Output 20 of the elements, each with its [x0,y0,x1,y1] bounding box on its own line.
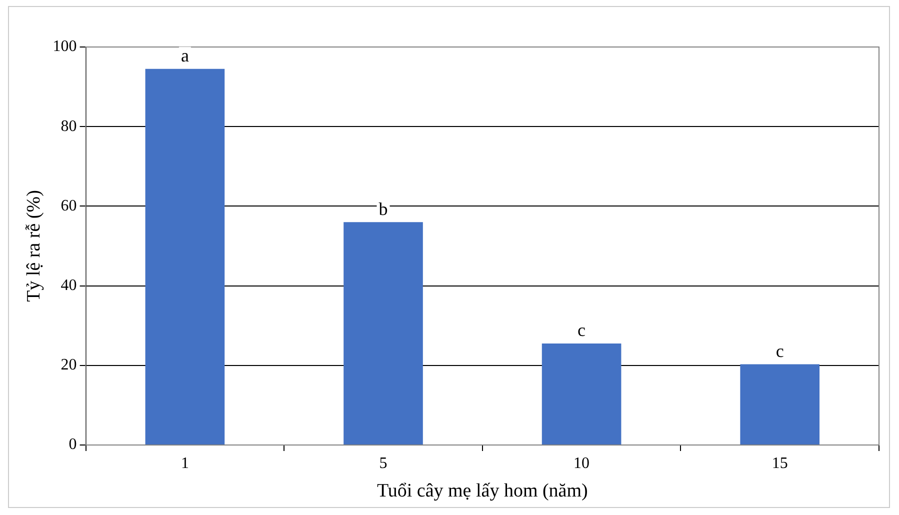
annotation: a [180,46,189,66]
x-tick-label: 5 [379,454,388,472]
y-axis-title: Tỷ lệ ra rễ (%) [23,190,44,302]
x-tick-label: 1 [180,454,189,472]
annotation: b [378,198,388,219]
y-tick-label: 80 [60,118,77,135]
annotation: c [776,340,784,361]
y-tick-label: 20 [60,356,77,374]
bar [740,364,820,444]
y-tick-label: 100 [52,38,77,56]
bar [145,68,225,444]
x-tick-label: 15 [772,454,788,472]
x-axis-title: Tuổi cây mẹ lấy hom (năm) [376,480,588,502]
y-tick-label: 40 [60,277,77,294]
bar [542,344,622,444]
x-tick-label: 10 [574,454,590,472]
bar [344,222,423,444]
y-tick-label: 0 [68,436,77,454]
annotation: c [578,320,586,340]
y-tick-label: 60 [60,197,77,214]
